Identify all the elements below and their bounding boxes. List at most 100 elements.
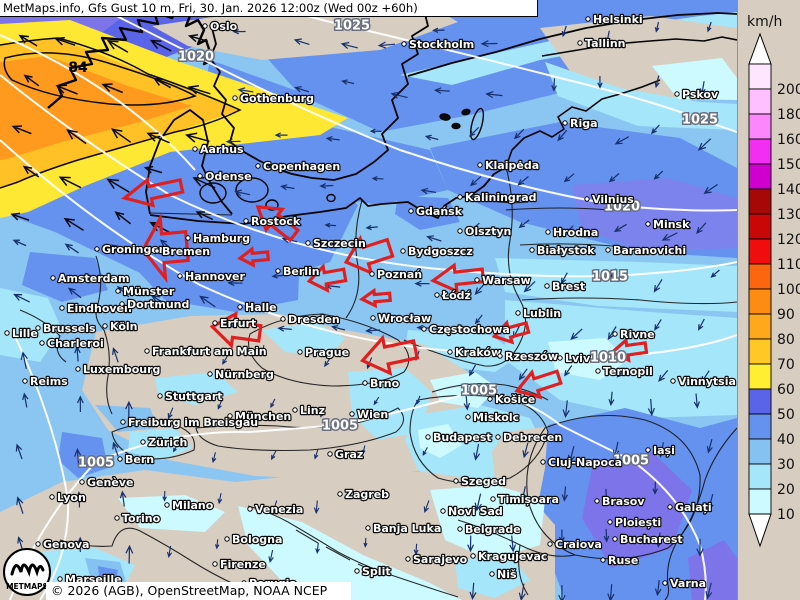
gust-field — [0, 0, 737, 600]
city-marker-icon — [337, 491, 343, 497]
city-label: Eindhoven — [67, 302, 132, 315]
city-marker-icon — [35, 541, 41, 547]
city-label: Ternopil — [603, 365, 653, 378]
city-label: Bucharest — [620, 533, 683, 546]
city-label: Iași — [653, 444, 675, 457]
city-marker-icon — [292, 407, 298, 413]
city-labels: Oslo Helsinki Stockholm Tallinn Gothenburg Ps… — [4, 12, 737, 591]
legend-unit-label: km/h — [747, 14, 783, 30]
city-marker-icon — [22, 378, 28, 384]
city-marker-icon — [401, 41, 407, 47]
legend-band-label: 100 — [777, 282, 800, 298]
legend-band-label: 30 — [777, 457, 795, 473]
city-marker-icon — [349, 411, 355, 417]
city-marker-icon — [117, 456, 123, 462]
legend-band-label: 120 — [777, 232, 800, 248]
city-label: Graz — [335, 448, 363, 461]
city-marker-icon — [140, 439, 146, 445]
legend-band-label: 180 — [777, 107, 800, 123]
legend-band — [748, 438, 772, 465]
city-label: Częstochowa — [429, 323, 510, 336]
red-arrow-icon — [306, 263, 348, 293]
city-label: Novi Sad — [448, 505, 503, 518]
city-marker-icon — [408, 208, 414, 214]
city-label: Aarhus — [200, 143, 244, 156]
city-marker-icon — [49, 494, 55, 500]
city-label: Münster — [123, 285, 175, 298]
legend-cap-bottom — [748, 513, 772, 548]
city-marker-icon — [490, 496, 496, 502]
city-marker-icon — [370, 315, 376, 321]
city-label: Kaliningrad — [465, 191, 537, 204]
city-marker-icon — [545, 229, 551, 235]
city-marker-icon — [405, 556, 411, 562]
legend-band — [748, 138, 772, 165]
city-label: Hamburg — [193, 232, 250, 245]
city-marker-icon — [577, 40, 583, 46]
city-label: Cluj-Napoca — [548, 456, 622, 469]
city-label: Odense — [205, 170, 252, 183]
city-label: Oslo — [210, 20, 238, 33]
legend-band-label: 80 — [777, 332, 795, 348]
city-label: Prague — [305, 346, 349, 359]
city-label: Warsaw — [482, 274, 531, 287]
city-label: Lviv — [565, 352, 591, 365]
city-label: Brest — [552, 280, 585, 293]
city-marker-icon — [237, 304, 243, 310]
city-label: Łódź — [441, 289, 471, 302]
pressure-label: 1005 — [461, 384, 497, 399]
city-marker-icon — [489, 571, 495, 577]
legend-band-label: 110 — [777, 257, 800, 273]
city-label: Dortmund — [127, 298, 189, 311]
pressure-label: 1020 — [178, 50, 214, 65]
city-label: Genève — [87, 476, 133, 489]
pressure-label: 1005 — [613, 454, 649, 469]
legend-band-label: 150 — [777, 157, 800, 173]
city-label: Košice — [495, 393, 535, 406]
city-label: Galați — [675, 501, 712, 514]
city-marker-icon — [224, 536, 230, 542]
pressure-label: 1025 — [334, 19, 370, 34]
legend-band — [748, 263, 772, 290]
city-marker-icon — [457, 526, 463, 532]
city-marker-icon — [529, 247, 535, 253]
red-arrow-icon — [237, 246, 271, 268]
city-label: Rostock — [251, 215, 301, 228]
city-marker-icon — [327, 451, 333, 457]
city-marker-icon — [457, 228, 463, 234]
city-label: Genova — [43, 538, 89, 551]
city-marker-icon — [670, 378, 676, 384]
city-label: Ruse — [608, 554, 638, 567]
city-marker-icon — [495, 434, 501, 440]
city-marker-icon — [544, 283, 550, 289]
color-scale: 200 180 160 150 140 130 120 110 100 90 80 70 60 50 40 3… — [748, 32, 800, 548]
city-label: Firenze — [220, 558, 266, 571]
city-marker-icon — [212, 561, 218, 567]
legend-band — [748, 288, 772, 315]
city-label: Ploiești — [615, 516, 661, 529]
city-marker-icon — [120, 419, 126, 425]
city-label: Lyon — [57, 491, 86, 504]
legend-band — [748, 163, 772, 190]
city-label: Gdańsk — [416, 205, 463, 218]
city-marker-icon — [35, 325, 41, 331]
red-arrow-icon — [359, 334, 420, 376]
city-marker-icon — [280, 316, 286, 322]
city-marker-icon — [207, 371, 213, 377]
title-bar: MetMaps.info, Gfs Gust 10 m, Fri, 30. Ja… — [0, 0, 538, 17]
city-marker-icon — [247, 506, 253, 512]
city-marker-icon — [354, 568, 360, 574]
logo-wave-icon — [10, 563, 45, 577]
legend-band — [748, 388, 772, 415]
city-label: Nürnberg — [215, 368, 274, 381]
city-marker-icon — [421, 326, 427, 332]
city-marker-icon — [585, 16, 591, 22]
city-marker-icon — [584, 196, 590, 202]
city-label: Zürich — [148, 436, 187, 449]
city-label: Craiova — [555, 538, 602, 551]
city-label: Rzeszów — [505, 350, 558, 363]
city-marker-icon — [59, 305, 65, 311]
city-label: Olsztyn — [465, 225, 511, 238]
city-label: Halle — [245, 301, 277, 314]
city-label: Klaipėda — [485, 159, 539, 172]
